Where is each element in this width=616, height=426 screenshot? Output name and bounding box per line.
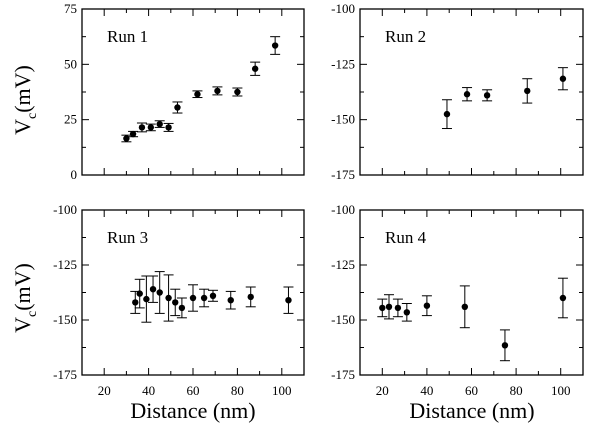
data-point	[385, 303, 393, 310]
data-point	[129, 130, 137, 138]
panel-title: Run 3	[107, 228, 148, 247]
y-tick-label: 0	[71, 167, 78, 182]
data-point	[156, 289, 163, 296]
data-point	[559, 75, 567, 82]
y-tick-label: 75	[64, 1, 77, 16]
y-tick-label: -150	[331, 312, 355, 327]
x-tick-label: 40	[142, 383, 155, 398]
x-tick-label: 40	[420, 383, 433, 398]
y-tick-label: -100	[53, 202, 77, 217]
data-point	[138, 124, 146, 131]
panel-title: Run 1	[107, 27, 148, 46]
y-tick-label: -100	[331, 1, 355, 16]
panel-run-4: 20 40 60 80 100 -175 -150 -125 -100 Run 4	[331, 202, 584, 398]
y-axis-label-bottom: Vc(mV)	[10, 263, 40, 333]
data-point	[394, 304, 402, 312]
y-axis-label-unit: (mV)	[10, 263, 35, 311]
data-point	[403, 309, 411, 316]
data-point	[483, 92, 491, 99]
y-tick-label: -125	[331, 257, 355, 272]
y-axis-label-subscript: c	[25, 113, 40, 119]
x-tick-label: 20	[376, 383, 389, 398]
y-tick-label: -125	[331, 56, 355, 71]
y-tick-label: -100	[331, 202, 355, 217]
data-point	[174, 104, 181, 111]
data-point	[443, 110, 451, 118]
data-point	[147, 124, 155, 131]
data-point	[559, 294, 567, 302]
data-point	[136, 290, 143, 297]
data-point	[285, 297, 292, 304]
data-point	[251, 65, 259, 72]
panel-run-3: 20 40 60 80 100 -175 -150 -125 -100 Run 3	[53, 202, 305, 398]
data-point	[189, 294, 197, 302]
data-point	[227, 297, 234, 304]
x-axis-label-right: Distance (nm)	[409, 398, 534, 423]
data-point	[143, 295, 150, 303]
y-tick-label: -150	[53, 312, 77, 327]
data-point	[501, 342, 509, 349]
data-point	[209, 292, 217, 299]
data-point	[123, 135, 130, 142]
data-point	[165, 294, 172, 302]
x-tick-label: 80	[510, 383, 523, 398]
data-point	[463, 91, 471, 98]
y-tick-label: -125	[53, 257, 77, 272]
data-point	[214, 87, 221, 95]
data-point	[524, 87, 531, 95]
data-point	[156, 120, 163, 128]
y-tick-label: -175	[331, 167, 355, 182]
x-tick-label: 60	[187, 383, 200, 398]
y-axis-label-main: V	[10, 317, 35, 333]
data-point	[247, 293, 254, 301]
x-tick-label: 100	[551, 383, 571, 398]
data-point	[194, 91, 201, 98]
x-tick-label: 60	[465, 383, 478, 398]
y-tick-label: -175	[331, 367, 355, 382]
data-point	[461, 303, 469, 310]
y-tick-label: 25	[64, 112, 77, 127]
data-point	[178, 304, 186, 312]
y-tick-label: 50	[64, 56, 77, 71]
x-tick-label: 80	[231, 383, 244, 398]
y-axis-label-subscript: c	[25, 311, 40, 317]
data-point	[132, 299, 139, 306]
panel-title: Run 2	[385, 27, 426, 46]
data-point	[165, 124, 172, 131]
panel-run-2: -175 -150 -125 -100 Run 2	[331, 1, 584, 182]
panel-run-1: 0 25 50 75 Run 1	[64, 1, 305, 182]
x-tick-label: 20	[98, 383, 111, 398]
y-axis-label-unit: (mV)	[10, 65, 35, 113]
x-tick-label: 100	[272, 383, 292, 398]
data-point	[200, 294, 208, 302]
y-tick-label: -150	[331, 112, 355, 127]
data-point	[271, 42, 279, 49]
panel-title: Run 4	[385, 228, 427, 247]
y-axis-label-top: Vc(mV)	[10, 65, 40, 135]
x-axis-label-left: Distance (nm)	[130, 398, 255, 423]
y-axis-label-main: V	[10, 119, 35, 135]
data-point	[234, 88, 241, 96]
data-point	[423, 302, 431, 309]
data-point	[149, 286, 157, 293]
y-tick-label: -175	[53, 367, 77, 382]
data-point	[172, 299, 179, 306]
data-point	[379, 304, 386, 312]
